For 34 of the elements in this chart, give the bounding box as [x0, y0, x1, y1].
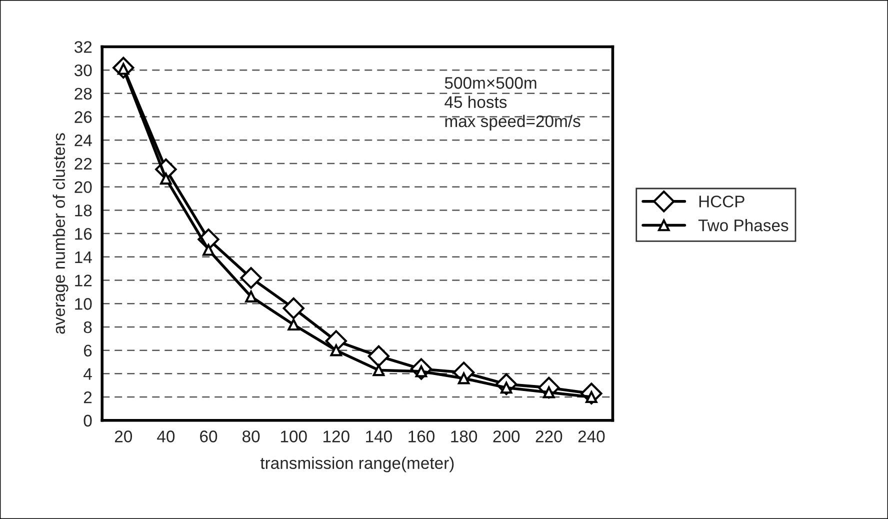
x-tick-label: 120	[324, 430, 350, 442]
x-tick-label: 220	[536, 430, 562, 442]
y-tick-label: 12	[75, 274, 92, 286]
x-tick-label: 100	[280, 430, 307, 442]
x-tick-label: 40	[157, 430, 175, 442]
y-tick-label: 16	[75, 228, 92, 240]
annotation: 500m×500m 45 hosts max speed=20m/s	[444, 77, 580, 130]
x-tick-label: 80	[242, 430, 260, 442]
y-axis-title: average number of clusters	[52, 133, 68, 334]
y-tick-label: 32	[74, 41, 92, 53]
y-tick-label: 0	[84, 414, 92, 427]
x-axis-title: transmission range(meter)	[260, 456, 454, 472]
y-tick-label: 20	[74, 181, 92, 194]
y-tick-label: 30	[74, 64, 92, 76]
y-tick-label: 6	[84, 344, 92, 357]
x-tick-label: 180	[451, 430, 478, 442]
legend-label: HCCP	[699, 196, 744, 208]
x-tick-label: 60	[200, 430, 218, 442]
y-tick-label: 24	[74, 134, 92, 146]
x-tick-label: 200	[493, 430, 520, 442]
x-tick-label: 160	[408, 430, 434, 442]
x-tick-label: 140	[366, 430, 392, 442]
y-tick-label: 10	[75, 298, 92, 310]
y-tick-label: 26	[74, 111, 92, 123]
y-tick-label: 22	[74, 158, 92, 170]
x-tick-label: 20	[114, 430, 132, 442]
y-tick-label: 14	[75, 251, 92, 263]
y-tick-label: 28	[74, 88, 92, 100]
y-tick-label: 4	[84, 368, 92, 380]
y-tick-label: 2	[84, 391, 92, 404]
y-tick-label: 8	[84, 321, 92, 334]
x-tick-label: 240	[578, 430, 605, 442]
legend-label: Two Phases	[698, 219, 788, 232]
y-tick-label: 18	[75, 204, 92, 216]
